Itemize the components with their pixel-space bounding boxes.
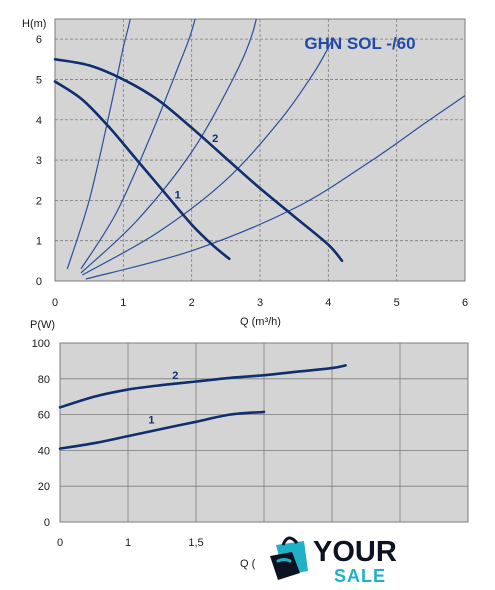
y-tick-label: 5: [36, 74, 42, 86]
power-series-labels: 12: [148, 370, 178, 427]
y-tick-label: 6: [36, 34, 42, 46]
head-grid: [55, 19, 465, 281]
head-series-labels: 12: [175, 133, 219, 201]
series-label-1: 1: [148, 415, 154, 427]
x-tick-label: 0: [52, 297, 58, 309]
y-tick-label: 4: [36, 115, 42, 127]
power-grid: [60, 343, 468, 522]
y-tick-label: 40: [38, 445, 50, 457]
x-tick-label: 3: [257, 297, 263, 309]
y-tick-label: 0: [36, 276, 42, 288]
series-label-2: 2: [212, 133, 218, 145]
x-tick-label: 1,5: [188, 537, 203, 549]
power-x-ticks: 0 1 1,5: [57, 537, 204, 549]
y-tick-label: 80: [38, 374, 50, 386]
pump-curve-1: [53, 80, 231, 261]
head-pump-curves: [53, 58, 344, 263]
chart-title: GHN SOL -/60: [304, 34, 415, 53]
y-axis-label: H(m): [22, 18, 46, 30]
y-tick-label: 1: [36, 236, 42, 248]
y-tick-label: 20: [38, 481, 50, 493]
power-y-ticks: 0 20 40 60 80 100: [32, 338, 50, 529]
shopping-bag-hand-icon: [270, 536, 308, 580]
logo-word-your: YOUR: [313, 536, 397, 568]
x-tick-label: 2: [189, 297, 195, 309]
power-curve-1: [58, 410, 266, 450]
x-tick-label: 0: [57, 537, 63, 549]
series-label-2: 2: [172, 370, 178, 382]
system-curve-1: [66, 19, 131, 270]
power-curves: [58, 364, 347, 450]
pump-curve-2: [53, 58, 344, 263]
y-tick-label: 2: [36, 195, 42, 207]
y-tick-label: 3: [36, 155, 42, 167]
y-tick-label: 60: [38, 410, 50, 422]
system-curve-2: [80, 19, 196, 270]
series-label-1: 1: [175, 189, 181, 201]
head-y-ticks: 0 1 2 3 4 5 6: [36, 34, 42, 288]
x-tick-label: 1: [120, 297, 126, 309]
x-tick-label: 6: [462, 297, 468, 309]
system-curve-4: [82, 40, 333, 276]
x-tick-label: 5: [394, 297, 400, 309]
x-axis-label: Q (m³/h): [240, 316, 281, 328]
yoursale-logo: YOUR SALE: [258, 523, 438, 590]
y-tick-label: 100: [32, 338, 50, 350]
x-tick-label: 4: [325, 297, 331, 309]
y-axis-label: P(W): [30, 319, 55, 331]
y-tick-label: 0: [44, 517, 50, 529]
logo-word-sale: SALE: [334, 566, 386, 586]
system-curve-5: [85, 95, 465, 280]
x-axis-label: Q (: [240, 558, 256, 570]
x-tick-label: 1: [125, 537, 131, 549]
head-system-curves: [66, 19, 465, 280]
system-curve-3: [80, 19, 257, 274]
power-curve-2: [58, 364, 347, 409]
head-x-ticks: 0 1 2 3 4 5 6: [52, 297, 468, 309]
